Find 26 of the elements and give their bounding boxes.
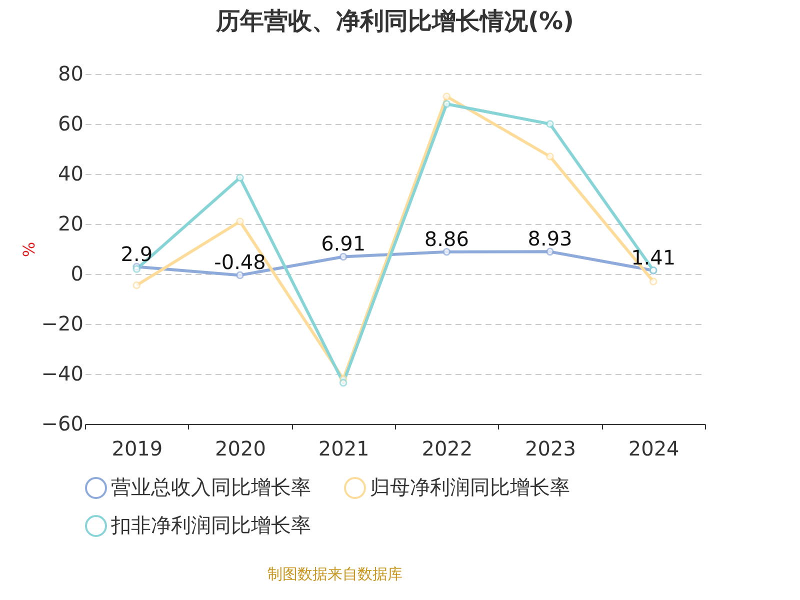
y-tick-label: 80 — [58, 62, 84, 86]
x-tick-label: 2019 — [112, 436, 163, 460]
legend-label: 归母净利润同比增长率 — [370, 475, 570, 499]
y-tick-label: 40 — [58, 162, 84, 186]
legend-label: 营业总收入同比增长率 — [111, 475, 311, 499]
data-label: 2.9 — [120, 242, 153, 266]
legend-label: 扣非净利润同比增长率 — [110, 513, 311, 537]
y-tick-label: −20 — [41, 312, 84, 336]
data-label: 8.93 — [528, 226, 572, 251]
x-tick-label: 2020 — [215, 436, 266, 460]
y-tick-label: 60 — [58, 112, 84, 136]
x-tick-label: 2022 — [422, 436, 473, 460]
y-axis-title: % — [19, 242, 38, 258]
data-label: 1.41 — [631, 245, 676, 270]
x-tick-label: 2021 — [318, 436, 370, 460]
y-tick-label: −60 — [41, 412, 84, 436]
data-label: 6.91 — [321, 232, 366, 256]
chart-title: 历年营收、净利同比增长情况(%) — [215, 7, 574, 35]
x-tick-label: 2024 — [628, 436, 680, 460]
y-tick-label: −40 — [41, 362, 84, 386]
x-tick-label: 2023 — [525, 436, 576, 460]
y-tick-label: 0 — [70, 262, 84, 286]
data-label: -0.48 — [214, 250, 266, 274]
y-tick-label: 20 — [58, 212, 84, 236]
data-label: 8.86 — [424, 226, 469, 251]
text: 制图数据来自数据库 — [268, 565, 402, 583]
